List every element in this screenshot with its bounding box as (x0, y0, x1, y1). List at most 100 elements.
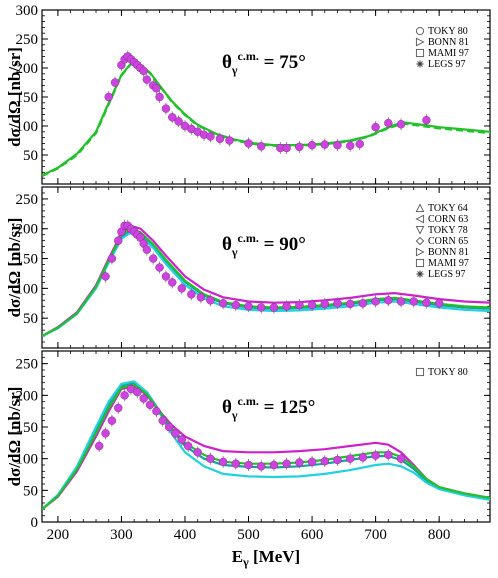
legend-label: CORN 65 (428, 236, 468, 247)
y-tick-label: 150 (16, 252, 39, 268)
data-point (101, 272, 110, 281)
series-curve-cyan (42, 380, 490, 511)
data-point (371, 451, 380, 460)
data-point (244, 460, 253, 470)
data-point (142, 75, 152, 84)
data-point (104, 92, 113, 102)
panel-middle: 50 100 150 200 250 dσ/dΩ [nb/sr] θγc.m. = 90° T… (5, 186, 491, 349)
y-tick-label: 0 (31, 515, 39, 531)
angle-label: θγc.m. = 90° (222, 231, 306, 259)
y-tick-label: 100 (16, 452, 39, 468)
data-point (107, 254, 117, 263)
data-point (231, 300, 241, 310)
data-point (295, 142, 304, 152)
data-point (269, 460, 279, 470)
panel-bottom: 0 50 100 150 200 250 200 300 400 500 600 700 800 dσ/d… (5, 350, 491, 569)
data-point (161, 104, 171, 113)
data-point (333, 140, 342, 150)
data-point (145, 400, 155, 410)
y-tick-label: 100 (16, 119, 39, 135)
data-point (434, 299, 444, 308)
data-point (257, 303, 266, 312)
legend-label: MAMI 97 (428, 48, 469, 59)
panels: 50 100 150 200 250 300 dσ/dΩ [nb/sr] θγc.m. = 7… (5, 3, 491, 569)
data-point (155, 263, 164, 272)
data-point (171, 429, 180, 438)
legend-marker-triangle-right (415, 247, 425, 257)
data-point (295, 458, 304, 467)
data-point (269, 303, 279, 312)
data-point (139, 394, 148, 403)
y-tick-label: 100 (16, 281, 39, 297)
legend-marker-square (415, 48, 425, 58)
data-point (196, 293, 206, 302)
data-point (320, 299, 329, 309)
series-curve-magenta (42, 384, 490, 511)
plot-frame (41, 186, 491, 349)
data-point (320, 140, 329, 149)
legend-label: CORN 63 (428, 214, 468, 225)
plot-frame (41, 350, 491, 523)
data-point (345, 454, 355, 463)
legend-label: BONN 81 (428, 247, 469, 258)
data-point (114, 236, 123, 245)
data-point (257, 142, 266, 151)
data-point (384, 450, 393, 460)
y-tick-label: 250 (16, 32, 39, 48)
data-point (396, 120, 406, 129)
x-tick-label: 400 (174, 527, 197, 543)
x-axis-label: Eγ [MeV] (232, 547, 300, 569)
data-point (333, 455, 342, 465)
data-point (107, 416, 117, 425)
data-point (371, 297, 380, 306)
data-point (142, 245, 152, 254)
data-point (244, 139, 253, 148)
legend-marker-triangle-left (415, 214, 425, 224)
y-tick-label: 50 (23, 148, 38, 164)
data-point (282, 302, 291, 311)
legend-marker-circle (415, 26, 425, 36)
data-point (206, 454, 215, 463)
data-point (149, 254, 158, 263)
data-point (231, 459, 241, 468)
y-tick-label: 150 (16, 90, 39, 106)
data-point (114, 403, 123, 413)
legend-label: MAMI 97 (428, 258, 469, 269)
data-point (257, 462, 266, 471)
x-tick-label: 700 (364, 527, 387, 543)
data-point (183, 441, 193, 451)
data-point (396, 297, 406, 306)
panel-top: 50 100 150 200 250 300 dσ/dΩ [nb/sr] θγc.m. = 7… (5, 3, 491, 185)
data-point (320, 457, 329, 466)
y-tick-label: 250 (16, 192, 39, 208)
legend-marker-triangle-right (415, 37, 425, 47)
data-point (384, 118, 393, 128)
data-point (215, 134, 225, 143)
data-point (422, 115, 431, 125)
data-point (384, 296, 393, 305)
y-tick-label: 150 (16, 420, 39, 436)
legend-marker-diamond (415, 236, 425, 246)
data-point (133, 387, 142, 397)
data-point (177, 435, 187, 444)
data-point (345, 141, 355, 150)
data-point (307, 457, 317, 467)
legend-label: TOKY 80 (428, 367, 468, 378)
legend-marker-square (415, 367, 425, 377)
legend-marker-triangle-down (415, 225, 425, 235)
data-point (396, 454, 406, 463)
legend-label: TOKY 64 (428, 203, 468, 214)
legend-label: LEGS 97 (428, 269, 466, 280)
data-point (371, 122, 380, 132)
y-tick-label: 250 (16, 357, 39, 373)
data-point (187, 290, 196, 299)
legend-marker-star (416, 270, 424, 278)
data-point (358, 453, 368, 462)
data-point (225, 136, 234, 145)
data-point (333, 299, 342, 308)
x-tick-label: 600 (301, 527, 324, 543)
data-point (164, 422, 174, 432)
y-axis-label: dσ/dΩ [nb/sr] (5, 47, 24, 147)
y-tick-label: 50 (23, 483, 38, 499)
